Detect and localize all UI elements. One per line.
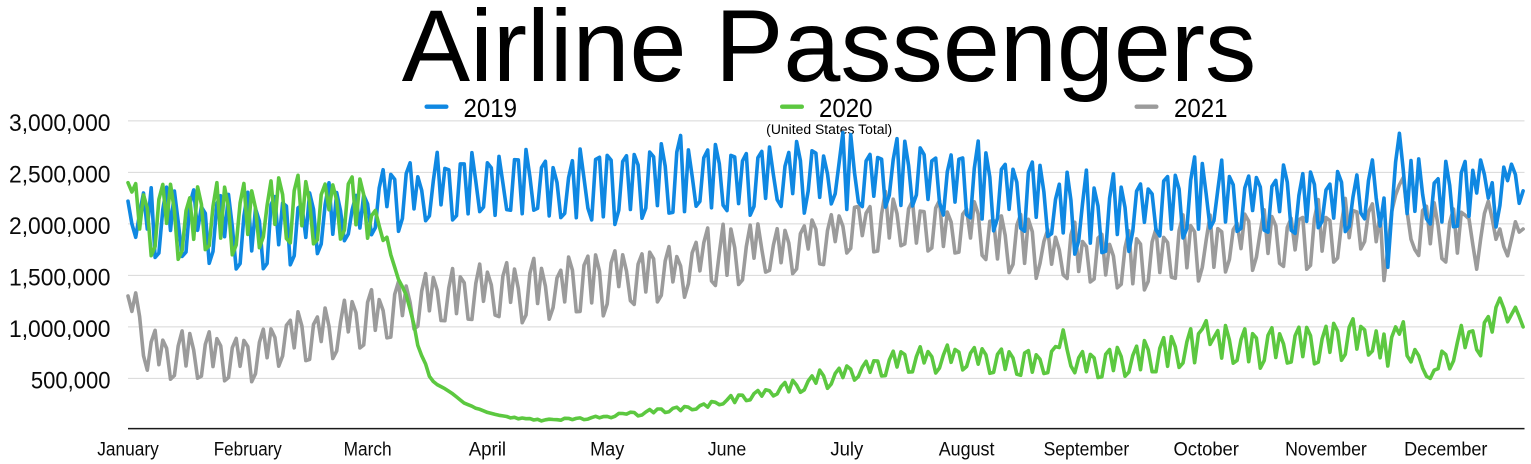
svg-text:2,000,000: 2,000,000 <box>9 213 111 240</box>
svg-text:2019: 2019 <box>464 93 518 123</box>
svg-text:2021: 2021 <box>1174 93 1228 123</box>
svg-text:1,000,000: 1,000,000 <box>9 316 111 343</box>
svg-text:(United States Total): (United States Total) <box>766 122 892 137</box>
svg-text:January: January <box>97 439 159 461</box>
svg-text:August: August <box>939 439 995 461</box>
svg-text:March: March <box>344 439 392 461</box>
svg-text:2,500,000: 2,500,000 <box>9 161 111 188</box>
svg-text:1,500,000: 1,500,000 <box>9 264 111 291</box>
svg-text:September: September <box>1044 439 1130 461</box>
svg-text:November: November <box>1285 439 1367 461</box>
svg-text:3,000,000: 3,000,000 <box>9 110 111 137</box>
svg-text:2020: 2020 <box>819 93 873 123</box>
svg-text:April: April <box>469 439 506 461</box>
svg-text:500,000: 500,000 <box>31 367 111 394</box>
svg-text:Airline Passengers: Airline Passengers <box>402 0 1257 103</box>
svg-text:February: February <box>214 439 282 461</box>
svg-text:June: June <box>708 439 747 461</box>
svg-text:October: October <box>1174 439 1240 461</box>
svg-text:December: December <box>1404 439 1488 461</box>
svg-text:May: May <box>590 439 624 461</box>
svg-text:July: July <box>830 439 863 461</box>
